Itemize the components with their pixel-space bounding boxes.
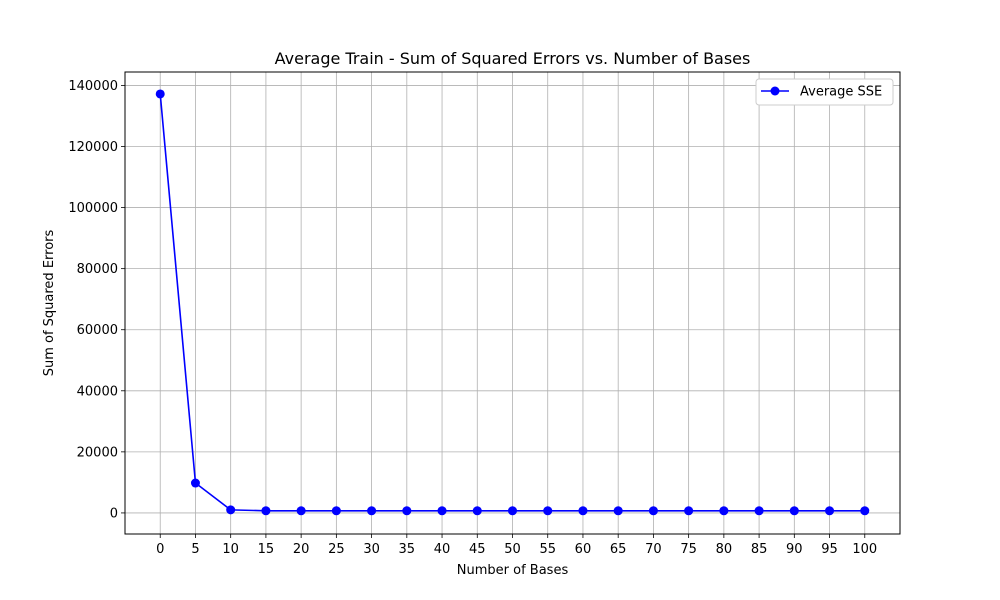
x-tick-label: 100	[852, 542, 877, 557]
data-point	[825, 506, 835, 516]
data-point	[226, 505, 236, 515]
y-tick-label: 20000	[77, 445, 118, 460]
data-point	[508, 506, 517, 516]
x-tick-label: 15	[258, 542, 275, 557]
grid	[125, 72, 900, 534]
data-point	[860, 506, 870, 516]
data-point	[613, 506, 623, 516]
data-point	[754, 506, 764, 516]
data-point	[684, 506, 694, 516]
data-point	[789, 506, 799, 516]
x-axis: 0 5 10 15 20 25 30 35 40 45 50 55 60 65 70 75 80 85 90 95 10…	[156, 534, 877, 557]
y-tick-label: 60000	[77, 323, 118, 338]
x-axis-label: Number of Bases	[457, 563, 569, 578]
legend-marker	[770, 86, 780, 96]
x-tick-label: 90	[786, 542, 803, 557]
legend: Average SSE	[755, 78, 894, 106]
series-layer	[155, 89, 870, 516]
data-point	[296, 506, 306, 516]
y-tick-label: 140000	[68, 79, 118, 94]
x-tick-label: 40	[434, 542, 451, 557]
x-tick-label: 5	[191, 542, 199, 557]
x-tick-label: 65	[610, 542, 627, 557]
data-point	[719, 506, 729, 516]
data-point	[331, 506, 341, 516]
x-tick-label: 25	[328, 542, 345, 557]
chart-title: Average Train - Sum of Squared Errors vs…	[275, 49, 751, 68]
y-tick-label: 120000	[68, 140, 118, 155]
x-tick-label: 50	[504, 542, 521, 557]
x-tick-label: 95	[821, 542, 838, 557]
x-tick-label: 20	[293, 542, 310, 557]
y-tick-label: 40000	[77, 384, 118, 399]
data-point	[437, 506, 447, 516]
data-point	[402, 506, 412, 516]
data-point	[261, 506, 271, 516]
legend-entry: Average SSE	[800, 85, 882, 100]
y-axis: 0 20000 40000 60000 80000 100000 120000 140000	[68, 79, 125, 521]
data-point	[578, 506, 588, 516]
x-tick-label: 30	[363, 542, 380, 557]
y-axis-label: Sum of Squared Errors	[42, 229, 57, 376]
x-tick-label: 35	[399, 542, 416, 557]
data-point	[648, 506, 658, 516]
data-point	[472, 506, 482, 516]
data-point	[367, 506, 377, 516]
x-tick-label: 80	[716, 542, 733, 557]
data-point	[190, 478, 200, 488]
y-tick-label: 100000	[68, 201, 118, 216]
data-point	[155, 89, 165, 99]
x-tick-label: 75	[680, 542, 697, 557]
x-tick-label: 70	[645, 542, 662, 557]
y-tick-label: 80000	[77, 262, 118, 277]
data-point	[543, 506, 553, 516]
x-tick-label: 0	[156, 542, 164, 557]
legend-box	[755, 78, 894, 106]
x-tick-label: 60	[575, 542, 592, 557]
x-tick-label: 45	[469, 542, 486, 557]
x-tick-label: 10	[222, 542, 239, 557]
y-tick-label: 0	[110, 506, 118, 521]
x-tick-label: 85	[751, 542, 768, 557]
x-tick-label: 55	[539, 542, 556, 557]
